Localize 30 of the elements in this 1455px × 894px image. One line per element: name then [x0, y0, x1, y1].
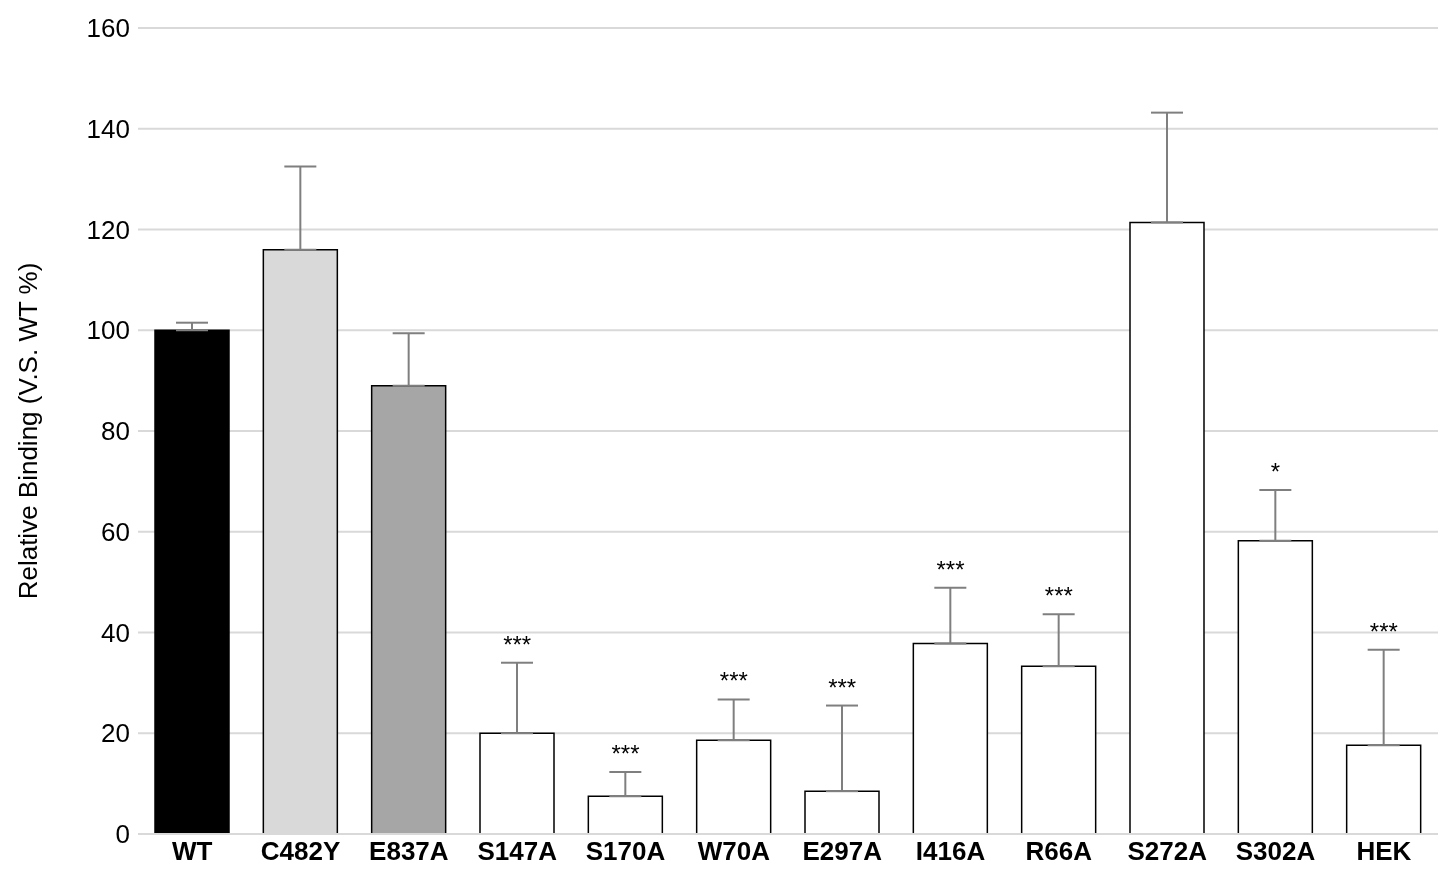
annotation: ***: [719, 667, 748, 695]
x-tick-label: S302A: [1235, 836, 1316, 867]
y-tick-label: 160: [86, 13, 130, 44]
x-tick-label: I416A: [915, 836, 986, 867]
annotation: ***: [936, 555, 965, 583]
x-tick-label: W70A: [697, 836, 771, 867]
x-tick-label: S170A: [585, 836, 666, 867]
x-tick-label: HEK: [1356, 836, 1412, 867]
annotation: ***: [611, 740, 640, 768]
x-tick-label: E837A: [369, 836, 449, 867]
x-tick-label: WT: [171, 836, 213, 867]
y-tick-label: 40: [101, 617, 130, 648]
annotation: ***: [503, 630, 532, 658]
y-tick-label: 100: [86, 315, 130, 346]
y-axis-title: Relative Binding (V.S. WT %): [13, 262, 44, 600]
annotation: ***: [1369, 617, 1398, 645]
annotation: ***: [828, 673, 857, 701]
y-tick-label: 60: [101, 516, 130, 547]
x-tick-label: E297A: [802, 836, 883, 867]
y-tick-label: 120: [86, 214, 130, 245]
y-tick-label: 80: [101, 416, 130, 447]
annotation: *: [1270, 457, 1281, 485]
annotation: ***: [1044, 582, 1073, 610]
x-tick-label: S147A: [477, 836, 558, 867]
y-tick-label: 140: [86, 113, 130, 144]
y-tick-label: 20: [101, 718, 130, 749]
x-tick-label: R66A: [1025, 836, 1093, 867]
x-tick-label: S272A: [1127, 836, 1208, 867]
x-tick-label: C482Y: [260, 836, 341, 867]
y-tick-label: 0: [115, 819, 130, 850]
